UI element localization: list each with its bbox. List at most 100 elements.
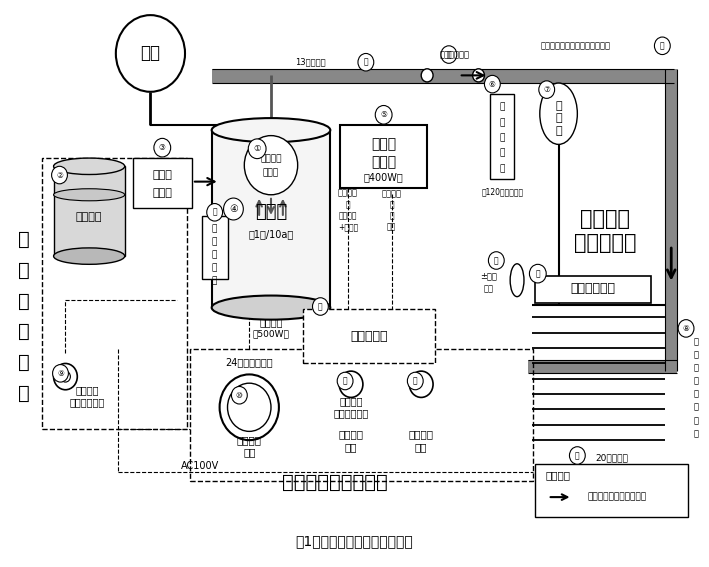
Text: ｐＦセンサー: ｐＦセンサー [571, 282, 615, 295]
Text: フ: フ [500, 103, 505, 112]
Text: （1㎥/10a）: （1㎥/10a） [248, 229, 294, 239]
Text: （500W）: （500W） [252, 329, 289, 338]
Circle shape [154, 138, 171, 157]
Text: ⑯: ⑯ [213, 208, 217, 217]
Ellipse shape [540, 83, 577, 145]
Circle shape [421, 69, 433, 82]
Text: ①: ① [253, 144, 261, 153]
Text: タ: タ [500, 149, 505, 158]
Text: ュ: ュ [693, 403, 698, 412]
Text: ハ: ハ [389, 211, 394, 220]
Circle shape [223, 198, 243, 220]
Text: ハ: ハ [346, 200, 350, 209]
Text: 点: 点 [693, 337, 698, 346]
Text: ：養液あるいは水の流れ: ：養液あるいは水の流れ [587, 493, 647, 502]
Text: ポンプ: ポンプ [152, 188, 172, 197]
Text: （原液肥: （原液肥 [339, 211, 357, 220]
Circle shape [313, 298, 328, 315]
Bar [133, 158, 192, 208]
Ellipse shape [212, 118, 330, 142]
Text: +水側）: +水側） [338, 222, 358, 231]
Text: ［凡例］: ［凡例］ [546, 470, 571, 480]
Text: 器: 器 [212, 277, 218, 286]
Circle shape [530, 264, 546, 283]
Text: 図1　簡易な養液土耕装置略図: 図1 簡易な養液土耕装置略図 [295, 534, 413, 548]
Bar [528, 360, 677, 373]
Text: 量: 量 [18, 291, 30, 311]
Circle shape [409, 371, 433, 397]
Text: クタ: クタ [484, 285, 493, 294]
Text: 御: 御 [212, 264, 218, 273]
Circle shape [539, 81, 554, 98]
Circle shape [207, 204, 223, 221]
Text: ⑨: ⑨ [57, 369, 64, 378]
Circle shape [60, 371, 70, 382]
Text: ⑪: ⑪ [342, 376, 347, 386]
Text: ③: ③ [159, 143, 166, 152]
Ellipse shape [54, 248, 125, 264]
Text: 定　量: 定 量 [152, 170, 172, 180]
Text: ブ: ブ [693, 429, 698, 438]
Ellipse shape [212, 295, 330, 320]
Circle shape [231, 387, 247, 404]
Text: ⑰: ⑰ [447, 50, 451, 59]
Bar [202, 215, 228, 279]
Circle shape [654, 37, 670, 54]
Text: 滴: 滴 [693, 350, 698, 359]
Text: 停電用コック: 停電用コック [440, 50, 470, 59]
Text: 稼働時間: 稼働時間 [340, 396, 363, 406]
Text: ⑬: ⑬ [318, 302, 323, 311]
Text: ⑮: ⑮ [494, 256, 498, 265]
Text: ②: ② [56, 171, 63, 180]
Text: 水側: 水側 [387, 222, 396, 231]
Text: ⑳: ⑳ [575, 451, 580, 460]
Text: フロート: フロート [260, 154, 281, 163]
Text: ィ: ィ [500, 118, 505, 127]
Text: ヒーター: ヒーター [259, 317, 283, 327]
Text: 水: 水 [389, 200, 394, 209]
Circle shape [116, 15, 185, 92]
Text: サイホン防止・圧力調整コック: サイホン防止・圧力調整コック [540, 41, 610, 50]
Circle shape [245, 136, 298, 195]
Text: 20㎜塩ビ管: 20㎜塩ビ管 [596, 453, 628, 462]
Bar [535, 464, 688, 517]
Ellipse shape [54, 158, 125, 175]
Text: ⑱: ⑱ [660, 41, 664, 50]
Circle shape [408, 372, 423, 390]
Text: 制: 制 [18, 322, 30, 341]
Text: 制御: 制御 [415, 442, 428, 452]
Circle shape [337, 372, 353, 390]
Text: ル: ル [500, 133, 505, 142]
Ellipse shape [510, 264, 524, 297]
Text: チ: チ [693, 390, 698, 399]
Text: 測　定　部: 測 定 部 [574, 233, 636, 253]
Text: 基本灌水: 基本灌水 [338, 430, 364, 439]
Text: 13㎜塩ビ管: 13㎜塩ビ管 [295, 58, 326, 67]
Text: 制御: 制御 [243, 447, 255, 457]
Text: ー: ー [693, 416, 698, 425]
Text: 混合槽: 混合槽 [255, 204, 287, 221]
Text: 部: 部 [18, 383, 30, 403]
Text: 計: 計 [555, 126, 562, 136]
Text: AC100V: AC100V [181, 462, 219, 471]
Text: 灌　水　制　御　部: 灌 水 制 御 部 [282, 473, 388, 492]
Text: ポンプ: ポンプ [371, 155, 396, 169]
Bar [491, 94, 514, 179]
Text: 補助灌水: 補助灌水 [408, 430, 434, 439]
Circle shape [489, 252, 504, 269]
Bar [303, 308, 435, 363]
Circle shape [339, 371, 363, 397]
Bar [54, 166, 125, 256]
Bar [340, 125, 427, 188]
Text: ⑩: ⑩ [236, 391, 242, 400]
Bar [42, 158, 187, 429]
Circle shape [52, 365, 68, 382]
Text: 原液肥槽: 原液肥槽 [76, 211, 102, 222]
Text: ー: ー [500, 164, 505, 173]
Text: 水: 水 [555, 113, 562, 123]
Text: 止水弁: 止水弁 [263, 168, 279, 177]
Text: 灌: 灌 [693, 363, 698, 373]
Circle shape [220, 374, 279, 440]
Text: ⑫: ⑫ [413, 376, 418, 386]
Text: 基本灌水: 基本灌水 [338, 188, 358, 197]
